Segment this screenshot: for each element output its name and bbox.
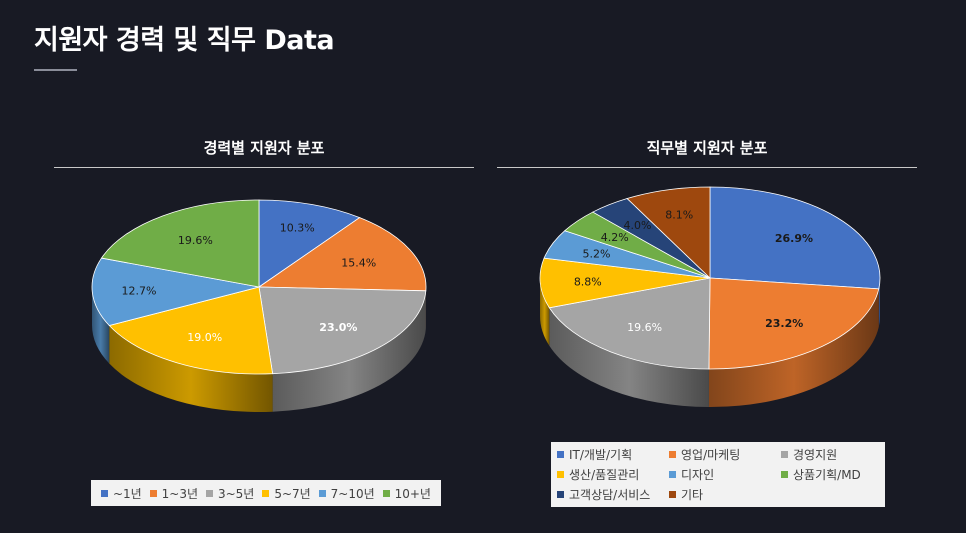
career-side-3-5년 bbox=[272, 290, 426, 412]
job-side-영업-마케팅 bbox=[708, 288, 879, 407]
career-legend-label: 1~3년 bbox=[161, 486, 199, 501]
job-legend-label: 경영지원 bbox=[793, 447, 838, 462]
job-legend-label: 영업/마케팅 bbox=[681, 447, 741, 462]
title-divider bbox=[34, 69, 77, 71]
job-slice-경영지원 bbox=[548, 277, 711, 370]
career-pie-chart: 10.3% 15.4% 23.0% 19.0% 12.7% 19.6% bbox=[91, 199, 427, 412]
career-slice-5-7년 bbox=[108, 286, 274, 375]
career-data-label-7-10년: 12.7% bbox=[121, 285, 156, 298]
job-slice-생산-품질관리 bbox=[539, 257, 711, 309]
career-slice-10-년 bbox=[100, 199, 260, 288]
job-slice-기타 bbox=[626, 186, 711, 279]
career-data-labels: 10.3% 15.4% 23.0% 19.0% 12.7% 19.6% bbox=[121, 222, 376, 344]
job-legend-item-생산-품질관리: 생산/품질관리 bbox=[557, 466, 669, 483]
career-legend-label: 5~7년 bbox=[274, 486, 311, 501]
job-legend-item-기타: 기타 bbox=[669, 486, 781, 503]
career-legend-item-5-7년: 5~7년 bbox=[262, 485, 311, 502]
job-data-label-영업-마케팅: 23.2% bbox=[765, 317, 803, 330]
job-legend-swatch bbox=[557, 470, 564, 478]
job-legend-label: 상품기획/MD bbox=[793, 467, 861, 482]
career-legend-item-3-5년: 3~5년 bbox=[205, 485, 255, 502]
career-legend-item-1-3년: 1~3년 bbox=[149, 485, 199, 502]
job-legend-item-it-개발-기획: IT/개발/기획 bbox=[557, 446, 669, 463]
job-legend-label: 생산/품질관리 bbox=[569, 467, 640, 482]
job-legend-swatch bbox=[669, 490, 676, 498]
career-legend-swatch bbox=[382, 489, 390, 497]
job-legend-swatch bbox=[669, 470, 676, 478]
job-pie-chart: 26.9% 23.2% 19.6% 8.8% 5.2% 4.2%4.0% 8.1% bbox=[539, 186, 881, 407]
job-data-label-경영지원: 19.6% bbox=[627, 321, 662, 334]
job-legend-item-영업-마케팅: 영업/마케팅 bbox=[669, 446, 781, 463]
career-data-label-1-3년: 15.4% bbox=[341, 257, 376, 270]
job-chart-divider bbox=[497, 167, 917, 168]
career-chart-legend: ~1년 1~3년 3~5년 5~7년 7~10년 10+년 bbox=[91, 480, 441, 506]
job-legend-swatch bbox=[557, 490, 564, 498]
job-legend-item-디자인: 디자인 bbox=[669, 466, 781, 483]
job-legend-swatch bbox=[557, 450, 564, 458]
career-side-5-7년 bbox=[109, 325, 273, 412]
job-data-label-디자인: 5.2% bbox=[583, 247, 611, 260]
career-legend-swatch bbox=[205, 489, 213, 497]
career-legend-swatch bbox=[262, 489, 270, 497]
career-data-label-10-년: 19.6% bbox=[178, 234, 213, 247]
job-pie-sides bbox=[540, 278, 880, 407]
career-data-label-3-5년: 23.0% bbox=[319, 321, 357, 334]
career-slice-7-10년 bbox=[91, 257, 260, 326]
job-legend-swatch bbox=[781, 450, 788, 458]
career-legend-swatch bbox=[100, 489, 108, 497]
job-legend-swatch bbox=[781, 470, 788, 478]
job-data-labels: 26.9% 23.2% 19.6% 8.8% 5.2% 4.2%4.0% 8.1% bbox=[574, 209, 813, 334]
career-chart-divider bbox=[54, 167, 474, 168]
career-chart-title: 경력별 지원자 분포 bbox=[203, 139, 325, 157]
job-legend-swatch bbox=[669, 450, 676, 458]
job-data-label-생산-품질관리: 8.8% bbox=[574, 276, 602, 289]
career-chart-panel: 10.3% 15.4% 23.0% 19.0% 12.7% 19.6% 경력별 지원자 분… bbox=[54, 130, 474, 520]
career-slice-3-5년 bbox=[258, 286, 427, 375]
page-title: 지원자 경력 및 직무 Data bbox=[34, 25, 335, 56]
career-pie-sides bbox=[92, 287, 426, 412]
job-legend-label: IT/개발/기획 bbox=[569, 447, 633, 462]
job-pie-top bbox=[539, 186, 881, 370]
job-side-경영지원 bbox=[549, 307, 709, 407]
career-legend-label: 10+년 bbox=[394, 486, 431, 501]
job-chart-panel: 26.9% 23.2% 19.6% 8.8% 5.2% 4.2% 4.0% 8.1% 직무별 … bbox=[497, 130, 917, 520]
career-legend-item-7-10년: 7~10년 bbox=[318, 485, 375, 502]
job-legend-item-경영지원: 경영지원 bbox=[781, 446, 891, 463]
career-pie-top bbox=[91, 199, 427, 375]
career-slice-1-3년 bbox=[257, 217, 427, 292]
job-data-label-상품기획-md: 4.2% bbox=[601, 231, 629, 244]
career-legend-label: 7~10년 bbox=[330, 486, 375, 501]
job-slice-영업-마케팅 bbox=[708, 277, 880, 370]
career-legend-item-10-년: 10+년 bbox=[382, 485, 431, 502]
career-data-label-1년: 10.3% bbox=[280, 222, 315, 235]
career-legend-item-1년: ~1년 bbox=[100, 485, 142, 502]
job-legend-label: 고객상담/서비스 bbox=[569, 487, 651, 502]
career-side-7-10년 bbox=[92, 287, 110, 364]
job-legend-label: 디자인 bbox=[681, 467, 715, 482]
career-legend-swatch bbox=[149, 489, 157, 497]
career-data-label-5-7년: 19.0% bbox=[187, 331, 222, 344]
career-legend-label: ~1년 bbox=[112, 486, 142, 501]
job-data-label-고객상담-서비스: 4.0% bbox=[623, 219, 651, 232]
job-chart-title: 직무별 지원자 분포 bbox=[646, 139, 768, 157]
job-slice-it-개발-기획 bbox=[709, 186, 881, 290]
job-legend-item-고객상담-서비스: 고객상담/서비스 bbox=[557, 486, 669, 503]
career-slice-1년 bbox=[258, 199, 361, 288]
job-legend-item-상품기획-md: 상품기획/MD bbox=[781, 466, 891, 483]
career-legend-swatch bbox=[318, 489, 326, 497]
job-data-label-it-개발-기획: 26.9% bbox=[775, 232, 813, 245]
career-legend-label: 3~5년 bbox=[217, 486, 255, 501]
job-side-생산-품질관리 bbox=[540, 278, 550, 346]
job-data-label-기타: 8.1% bbox=[665, 209, 693, 222]
job-side-it-개발-기획 bbox=[878, 278, 880, 327]
job-legend-label: 기타 bbox=[681, 487, 704, 502]
